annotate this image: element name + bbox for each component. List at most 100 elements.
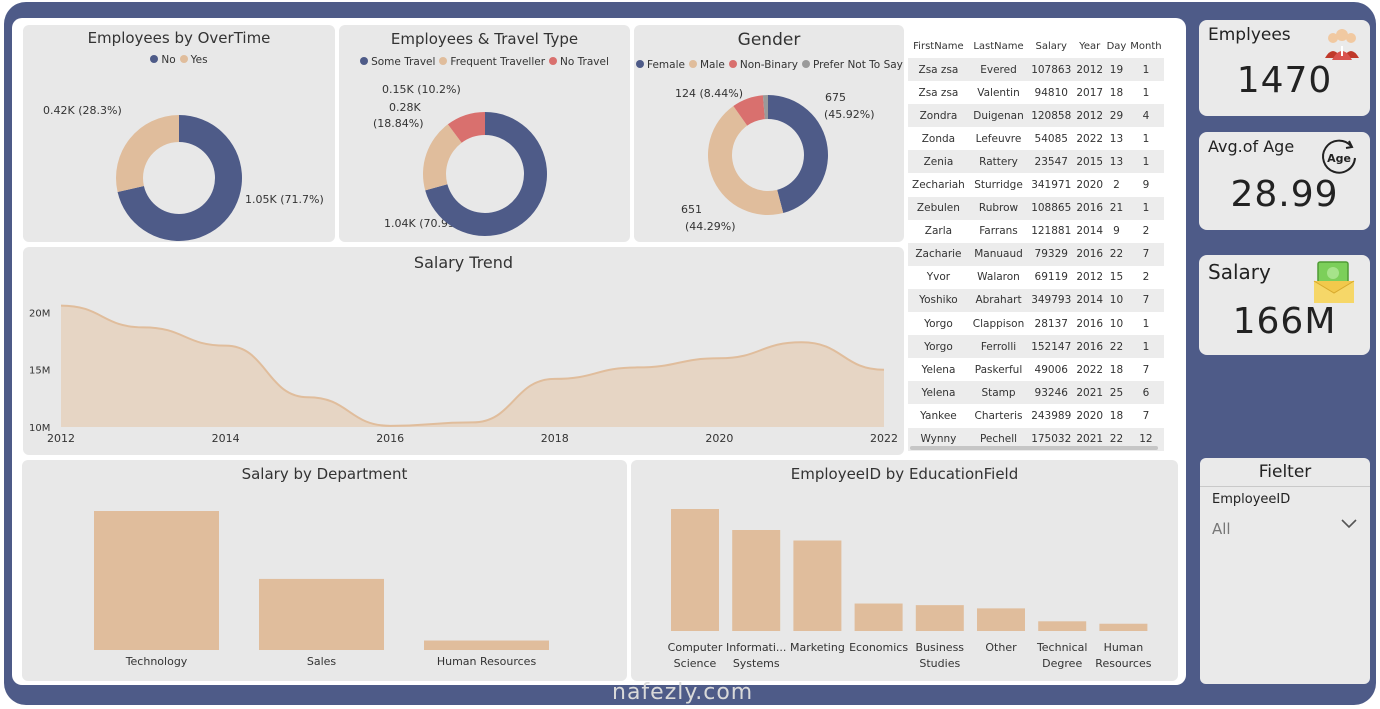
- table-cell: 2012: [1074, 58, 1106, 82]
- table-header-cell[interactable]: Day: [1105, 34, 1128, 58]
- table-row[interactable]: Yoshiko Abrahart 349793 2014 10 7: [908, 288, 1164, 313]
- dept-bar[interactable]: [259, 578, 384, 650]
- table-cell: Zondra: [908, 104, 969, 128]
- table-cell: 1: [1127, 196, 1164, 220]
- dept-bar[interactable]: [94, 511, 219, 650]
- education-bar[interactable]: [977, 608, 1025, 631]
- salary-area-fill: [61, 305, 884, 427]
- donut-slice[interactable]: [117, 115, 243, 242]
- table-row[interactable]: Zebulen Rubrow 108865 2016 21 1: [908, 196, 1164, 220]
- legend-item[interactable]: Male: [688, 59, 725, 71]
- donut-slice[interactable]: [423, 124, 462, 191]
- gender-donut: 124 (8.44%) 675 (45.92%) 651 (44.29%): [675, 87, 875, 233]
- legend-item[interactable]: Some Travel: [360, 56, 435, 68]
- table-cell: Zacharie: [908, 242, 969, 266]
- table-scrollbar[interactable]: [910, 446, 1158, 450]
- legend-item[interactable]: Prefer Not To Say: [801, 59, 903, 71]
- education-bar[interactable]: [732, 530, 781, 631]
- table-cell: 2012: [1076, 271, 1104, 284]
- kpi-age[interactable]: Avg.of Age 28.99 Age: [1199, 132, 1370, 230]
- salary-dept-tile[interactable]: Salary by Department Technology Sales Huma…: [22, 460, 627, 681]
- table-row[interactable]: Zsa zsa Evered 107863 2012 19 1: [908, 58, 1164, 82]
- legend-item[interactable]: Yes: [179, 54, 208, 66]
- donut-slice[interactable]: [708, 106, 784, 215]
- table-row[interactable]: Zechariah Sturridge 341971 2020 2 9: [908, 173, 1164, 196]
- overtime-tile[interactable]: Employees by OverTime No Yes 0.42K (28.3%…: [23, 25, 335, 242]
- donut-slice[interactable]: [768, 95, 828, 214]
- legend-item[interactable]: Female: [636, 59, 685, 71]
- education-bar[interactable]: [854, 603, 903, 631]
- donut-slice[interactable]: [425, 112, 547, 236]
- donut-slice[interactable]: [116, 115, 179, 193]
- legend-item[interactable]: Frequent Traveller: [439, 56, 545, 68]
- education-bar[interactable]: [671, 509, 719, 631]
- legend-item[interactable]: Non-Binary: [728, 59, 798, 71]
- table-cell: 2022: [1076, 363, 1104, 376]
- table-cell: 2: [1113, 179, 1120, 192]
- overtime-label-yes: 0.42K (28.3%): [43, 104, 122, 117]
- travel-tile[interactable]: Employees & Travel Type Some Travel Frequ…: [339, 25, 630, 242]
- table-cell: Abrahart: [968, 288, 1029, 313]
- table-row[interactable]: Yvor Walaron 69119 2012 15 2: [908, 266, 1164, 289]
- table-cell: 7: [1127, 288, 1164, 313]
- table-cell: 29: [1105, 104, 1128, 128]
- table-row[interactable]: Yankee Charteris 243989 2020 18 7: [908, 404, 1164, 427]
- education-tile[interactable]: EmployeeID by EducationField Computer Sci…: [631, 460, 1178, 681]
- kpi-employees[interactable]: Emplyees 1470: [1199, 20, 1370, 116]
- table-cell: 79329: [1028, 242, 1075, 266]
- donut-slice[interactable]: [762, 95, 768, 120]
- table-cell: 28137: [1034, 317, 1068, 330]
- table-row[interactable]: Zarla Farrans 121881 2014 9 2: [908, 220, 1164, 243]
- table-cell: Zsa zsa: [918, 86, 959, 99]
- table-row[interactable]: Zsa zsa Valentin 94810 2017 18 1: [908, 81, 1164, 104]
- table-row[interactable]: Yorgo Ferrolli 152147 2016 22 1: [908, 335, 1164, 359]
- table-cell: 2016: [1074, 196, 1106, 220]
- filter-title: Fielter: [1258, 462, 1312, 482]
- table-cell: 1: [1127, 150, 1164, 174]
- dept-category-label: Technology: [125, 655, 188, 668]
- salary-trend-tile[interactable]: Salary Trend 10M 15M 20M 2012 2014 2016 2018 20…: [23, 247, 904, 455]
- table-header-cell[interactable]: LastName: [968, 34, 1029, 58]
- chevron-down-icon[interactable]: [1340, 518, 1358, 530]
- education-bar[interactable]: [793, 540, 842, 631]
- table-row[interactable]: Zacharie Manuaud 79329 2016 22 7: [908, 242, 1164, 266]
- table-cell: 25: [1105, 381, 1128, 405]
- table-row[interactable]: Yelena Paskerful 49006 2022 18 7: [908, 358, 1164, 381]
- gender-label-female-1: 675: [825, 91, 846, 104]
- gender-tile[interactable]: Gender Female Male Non-Binary Prefer Not To…: [634, 25, 904, 242]
- filter-dropdown-value[interactable]: All: [1212, 520, 1231, 538]
- table-row[interactable]: Zenia Rattery 23547 2015 13 1: [908, 150, 1164, 174]
- legend-label: Female: [647, 59, 685, 71]
- education-bar[interactable]: [1099, 623, 1148, 631]
- legend-label: Some Travel: [371, 56, 436, 68]
- donut-slice[interactable]: [447, 112, 485, 143]
- education-bar[interactable]: [915, 605, 964, 631]
- table-cell: 7: [1142, 409, 1150, 422]
- salary-area-line[interactable]: [60, 304, 885, 427]
- table-row[interactable]: Yelena Stamp 93246 2021 25 6: [908, 381, 1164, 405]
- legend-item[interactable]: No Travel: [549, 56, 609, 68]
- table-row[interactable]: Zonda Lefeuvre 54085 2022 13 1: [908, 127, 1164, 150]
- donut-slice[interactable]: [733, 95, 765, 126]
- table-cell: 2016: [1074, 335, 1106, 359]
- table-row[interactable]: Zondra Duigenan 120858 2012 29 4: [908, 104, 1164, 128]
- table-header-cell[interactable]: FirstName: [908, 34, 969, 58]
- kpi-salary[interactable]: Salary 166M: [1199, 255, 1370, 355]
- table-cell: 7: [1127, 242, 1164, 266]
- table-cell: Stamp: [968, 381, 1029, 405]
- table-cell: Ferrolli: [968, 335, 1029, 359]
- table-header-cell[interactable]: Salary: [1028, 34, 1075, 58]
- legend-swatch: [801, 60, 810, 68]
- table-row[interactable]: Wynny Pechell 175032 2021 22 12: [908, 427, 1164, 451]
- legend-item[interactable]: No: [150, 54, 176, 66]
- education-bar[interactable]: [1038, 621, 1087, 631]
- employee-table[interactable]: FirstName LastName Salary Year Day Month Zsa …: [908, 34, 1170, 452]
- table-header-cell[interactable]: Year: [1074, 34, 1106, 58]
- table-row[interactable]: Yorgo Clappison 28137 2016 10 1: [908, 312, 1164, 335]
- dept-bar[interactable]: [424, 640, 549, 650]
- table-cell: 10: [1109, 317, 1124, 330]
- table-cell: 2022: [1076, 132, 1104, 145]
- table-header-cell[interactable]: Month: [1127, 34, 1164, 58]
- travel-label-none: 0.15K (10.2%): [382, 83, 461, 96]
- age-badge-text: Age: [1327, 152, 1351, 165]
